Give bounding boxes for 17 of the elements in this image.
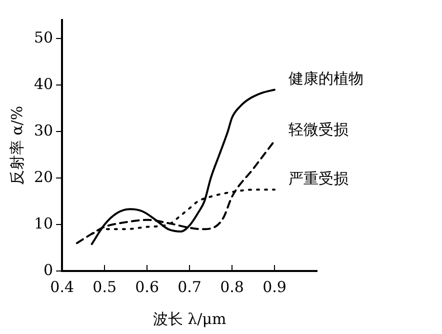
y-tick-label: 30 bbox=[34, 121, 54, 140]
y-tick-label: 0 bbox=[44, 260, 54, 279]
x-axis-title: 波长 λ/μm bbox=[152, 310, 226, 328]
series-label: 严重受损 bbox=[288, 170, 349, 188]
x-tick-label: 0.7 bbox=[178, 278, 202, 296]
series-label: 轻微受损 bbox=[288, 120, 349, 139]
x-tick-label: 0.5 bbox=[92, 278, 116, 296]
series-label: 健康的植物 bbox=[288, 70, 364, 88]
y-axis-title: 反射率 α/% bbox=[8, 106, 26, 186]
x-tick-label: 0.4 bbox=[50, 278, 74, 296]
x-tick-label: 0.9 bbox=[262, 278, 286, 296]
y-tick-label: 10 bbox=[34, 214, 54, 232]
y-tick-label: 40 bbox=[34, 74, 54, 93]
y-tick-label: 50 bbox=[34, 28, 54, 46]
x-tick-label: 0.6 bbox=[135, 278, 159, 296]
y-tick-label: 20 bbox=[34, 168, 54, 186]
x-tick-label: 0.8 bbox=[220, 278, 244, 296]
